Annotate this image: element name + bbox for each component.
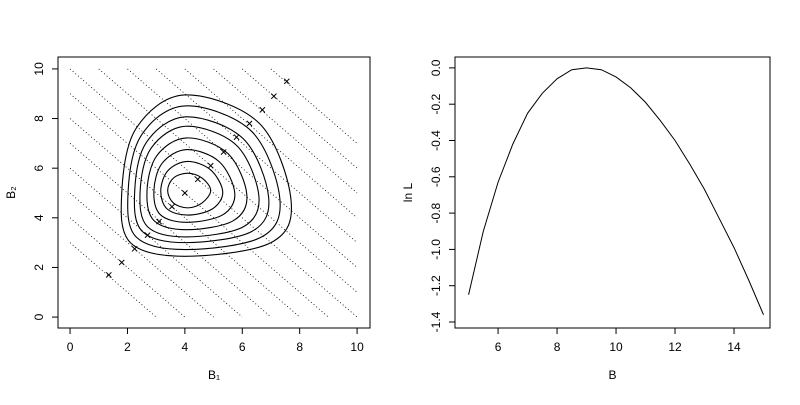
- x-tick-label: 2: [124, 340, 131, 354]
- y-tick-label: -0.2: [429, 94, 443, 115]
- x-axis-label: B: [608, 368, 616, 382]
- contour: [139, 125, 260, 238]
- y-tick-label: 10: [32, 62, 46, 76]
- dotted-guide: [98, 68, 358, 293]
- contour: [153, 149, 236, 223]
- x-tick-label: 12: [668, 340, 682, 354]
- point-marker: [156, 218, 162, 225]
- point-marker: [283, 78, 290, 85]
- x-tick-label: 8: [296, 340, 303, 354]
- dotted-guide: [242, 68, 358, 169]
- y-tick-label: 4: [32, 214, 46, 221]
- y-tick-label: -0.8: [429, 202, 443, 223]
- point-marker: [194, 176, 201, 183]
- y-tick-label: -1.2: [429, 275, 443, 296]
- x-axis-label: B₁: [208, 368, 220, 382]
- point-marker: [168, 203, 175, 210]
- contour: [133, 116, 270, 244]
- line: [468, 67, 764, 315]
- x-tick-label: 4: [182, 340, 189, 354]
- y-tick-label: 0.0: [429, 59, 443, 76]
- x-tick-label: 0: [67, 340, 74, 354]
- dotted-guide: [184, 68, 358, 219]
- dotted-guide: [69, 143, 272, 318]
- dotted-guide: [69, 192, 214, 318]
- y-tick-label: -1.0: [429, 239, 443, 260]
- contour: [127, 105, 281, 251]
- x-tick-label: 8: [554, 340, 561, 354]
- x-tick-label: 6: [495, 340, 502, 354]
- y-tick-label: 2: [32, 264, 46, 271]
- y-axis-label: ln L: [401, 183, 415, 203]
- dotted-guide: [69, 167, 243, 318]
- point-marker: [131, 245, 138, 252]
- dotted-guide: [69, 93, 329, 318]
- dotted-guide: [69, 242, 157, 318]
- x-tick-label: 10: [350, 340, 364, 354]
- contour: [120, 94, 293, 257]
- dotted-guide: [69, 118, 300, 318]
- dotted-guide: [213, 68, 358, 194]
- dotted-guide: [127, 68, 358, 268]
- point-marker: [207, 162, 214, 169]
- point-marker: [259, 106, 266, 113]
- plot-area: [69, 68, 358, 318]
- contour: [167, 172, 212, 209]
- dotted-guide: [270, 68, 358, 144]
- point-marker: [144, 232, 151, 239]
- point-marker: [246, 120, 253, 127]
- point-marker: [181, 190, 188, 196]
- contour: [160, 160, 224, 216]
- point-marker: [105, 271, 112, 278]
- y-tick-label: 8: [32, 115, 46, 122]
- x-tick-label: 6: [239, 340, 246, 354]
- dotted-guide: [155, 68, 358, 243]
- y-tick-label: -0.4: [429, 130, 443, 151]
- y-tick-label: 6: [32, 165, 46, 172]
- point-marker: [270, 93, 277, 100]
- y-tick-label: -1.4: [429, 311, 443, 332]
- y-tick-label: -0.6: [429, 166, 443, 187]
- x-tick-label: 14: [727, 340, 741, 354]
- point-marker: [118, 259, 125, 266]
- dotted-guide: [69, 68, 358, 318]
- y-axis-label: B₂: [4, 186, 18, 199]
- point-marker: [233, 134, 240, 141]
- contour: [146, 137, 248, 231]
- x-tick-label: 10: [609, 340, 623, 354]
- dotted-guide: [69, 217, 186, 318]
- y-tick-label: 0: [32, 313, 46, 320]
- plot-frame: [454, 56, 771, 329]
- plot-frame: [57, 56, 371, 329]
- point-marker: [220, 149, 227, 156]
